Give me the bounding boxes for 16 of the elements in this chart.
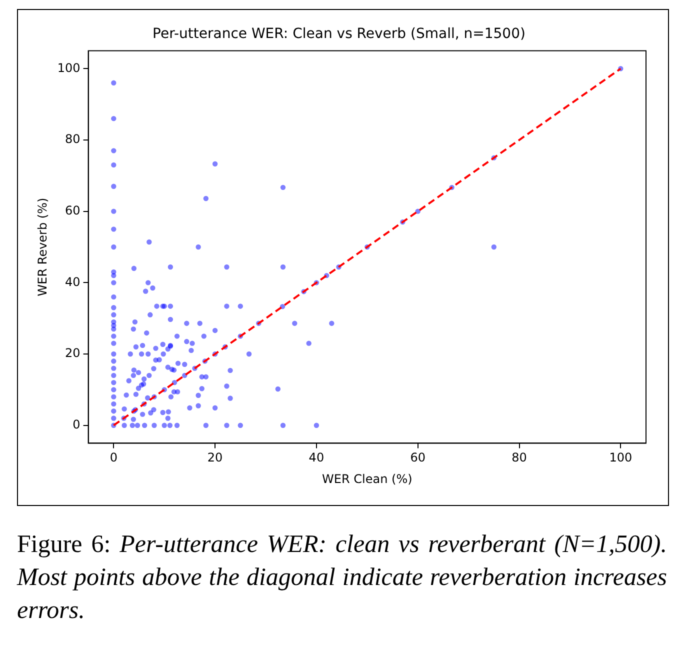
y-tick-label: 20 bbox=[65, 346, 80, 360]
x-tick-label: 0 bbox=[110, 450, 118, 465]
x-tick-label: 40 bbox=[308, 450, 324, 465]
x-tick-label: 60 bbox=[410, 450, 426, 465]
y-tick-label: 40 bbox=[65, 274, 80, 289]
y-tick-label: 60 bbox=[65, 203, 80, 218]
y-axis-title: WER Reverb (%) bbox=[35, 198, 50, 296]
x-tick-label: 80 bbox=[512, 450, 527, 465]
x-tick-label: 100 bbox=[609, 450, 632, 465]
chart-title: Per-utterance WER: Clean vs Reverb (Small, n=1500) bbox=[152, 26, 526, 42]
y-tick-label: 80 bbox=[65, 132, 80, 146]
x-tick-label: 20 bbox=[207, 450, 223, 465]
y-tick-label: 100 bbox=[57, 60, 80, 75]
x-axis-title: WER Clean (%) bbox=[322, 472, 412, 486]
y-tick-label: 0 bbox=[72, 417, 80, 432]
caption: Figure 6: Per-utterance WER: clean vs reverberant (N=1,500). Most points above the diagonal indicate reverberation increases errors. bbox=[17, 531, 667, 624]
